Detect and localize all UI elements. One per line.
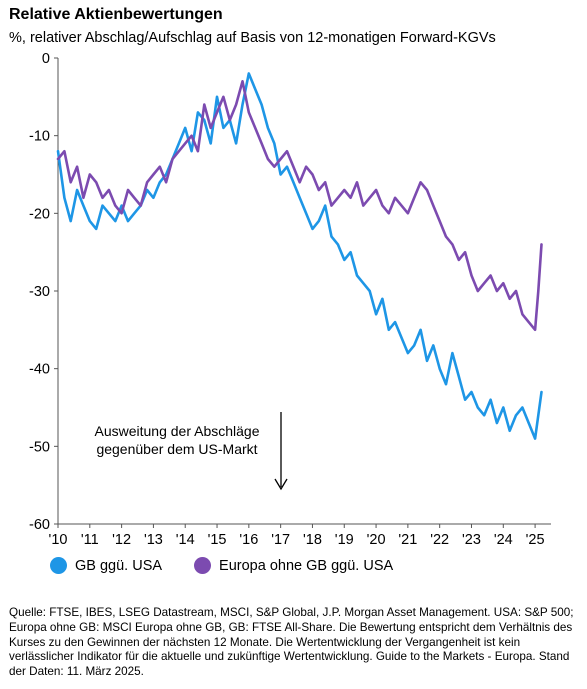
series-line-europe [56,80,543,332]
x-tick-label: '18 [303,532,322,548]
x-tick-label: '14 [176,532,195,548]
y-tick-label: -40 [29,362,50,378]
x-tick-label: '10 [49,532,68,548]
footnote: Quelle: FTSE, IBES, LSEG Datastream, MSC… [9,606,574,679]
annotation-line-2: gegenüber dem US-Markt [96,441,258,457]
annotation-arrow-head [274,478,288,491]
x-tick-label: '13 [144,532,163,548]
x-tick-label: '22 [430,532,449,548]
x-tick-label: '15 [208,532,227,548]
legend: GB ggü. USA Europa ohne GB ggü. USA [50,557,425,574]
chart-title: Relative Aktienbewertungen [9,6,223,23]
x-tick-label: '23 [462,532,481,548]
legend-label-gb: GB ggü. USA [75,557,163,574]
annotation-line-1: Ausweitung der Abschläge [94,423,260,439]
y-tick-label: 0 [42,51,50,67]
chart-subtitle: %, relativer Abschlag/Aufschlag auf Basi… [9,30,496,46]
y-tick-label: -10 [29,129,50,145]
x-tick-label: '17 [271,532,290,548]
annotation: Ausweitung der Abschläge gegenüber dem U… [72,422,282,458]
legend-swatch-gb [50,557,67,574]
y-tick-label: -20 [29,206,50,222]
x-tick-label: '20 [367,532,386,548]
x-tick-label: '24 [494,532,513,548]
series-line-gb [56,72,543,440]
y-tick-label: -60 [29,517,50,533]
x-tick-label: '19 [335,532,354,548]
line-chart: 0 -10 -20 -30 -40 -50 -60'10 '11 '12 '13 '14 '15 '16… [29,51,551,548]
legend-item-europe: Europa ohne GB ggü. USA [194,557,393,574]
y-tick-label: -30 [29,284,50,300]
legend-swatch-europe [194,557,212,574]
x-tick-label: '12 [112,532,131,548]
legend-label-europe: Europa ohne GB ggü. USA [219,557,394,574]
x-tick-label: '25 [526,532,545,548]
x-tick-label: '11 [81,532,99,548]
x-tick-label: '16 [239,532,258,548]
y-tick-label: -50 [29,439,50,455]
legend-item-gb: GB ggü. USA [50,557,162,574]
x-tick-label: '21 [398,532,417,548]
